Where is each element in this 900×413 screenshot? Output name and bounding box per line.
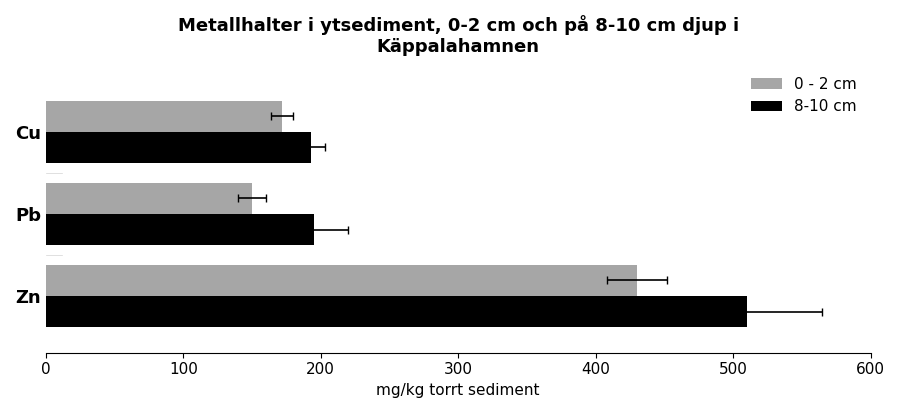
Bar — [46, 101, 283, 132]
Title: Metallhalter i ytsediment, 0-2 cm och på 8-10 cm djup i
Käppalahamnen: Metallhalter i ytsediment, 0-2 cm och på… — [177, 15, 739, 56]
X-axis label: mg/kg torrt sediment: mg/kg torrt sediment — [376, 383, 540, 398]
Bar — [46, 132, 311, 163]
Bar — [46, 183, 252, 214]
Bar — [46, 265, 637, 296]
Legend: 0 - 2 cm, 8-10 cm: 0 - 2 cm, 8-10 cm — [745, 71, 863, 121]
Bar — [46, 214, 314, 245]
Bar — [46, 296, 747, 327]
